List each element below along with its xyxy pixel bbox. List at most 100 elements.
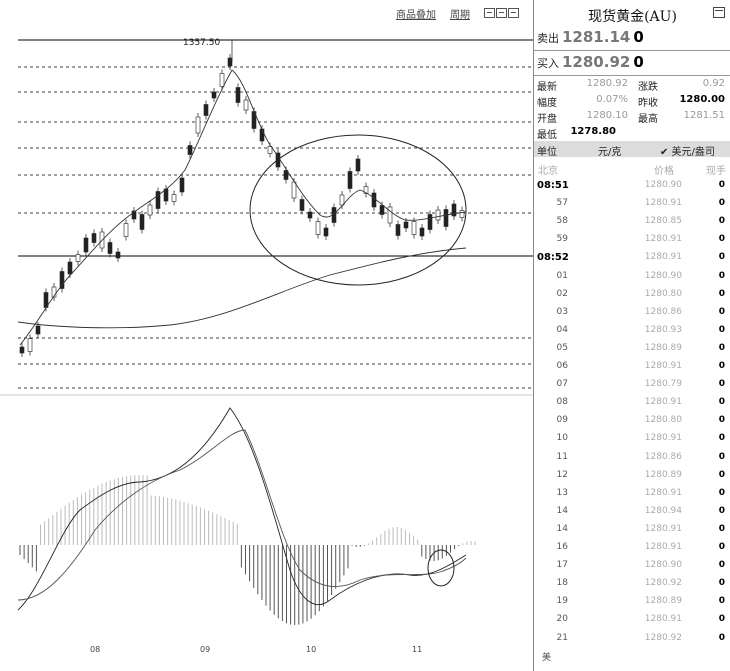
tick-volume: 0 bbox=[718, 180, 725, 190]
low-value: 1278.80 bbox=[570, 126, 616, 137]
candle-body bbox=[171, 194, 177, 202]
col-time-header: 北京 bbox=[538, 166, 558, 177]
tick-price: 1280.91 bbox=[644, 542, 682, 552]
macd-dea-line bbox=[17, 429, 467, 601]
tick-time: 11 bbox=[556, 451, 568, 462]
zoom-in-icon[interactable] bbox=[496, 8, 507, 18]
tick-row: 57 1280.91 0 bbox=[534, 198, 730, 216]
tick-time: 02 bbox=[556, 288, 568, 299]
buy-volume: 0 bbox=[633, 53, 644, 71]
tick-volume: 0 bbox=[718, 324, 725, 335]
candle-body bbox=[339, 194, 345, 206]
panel-toggle-icon[interactable] bbox=[713, 7, 725, 18]
tick-volume: 0 bbox=[718, 216, 725, 227]
tick-volume: 0 bbox=[718, 288, 725, 299]
unit-label: 单位 bbox=[537, 147, 557, 158]
tick-price: 1280.91 bbox=[644, 234, 682, 245]
window-controls bbox=[484, 8, 520, 19]
tick-price: 1280.91 bbox=[644, 614, 682, 625]
tick-volume: 0 bbox=[718, 487, 725, 498]
tick-price: 1280.91 bbox=[644, 252, 682, 263]
change-value: 0.92 bbox=[702, 78, 725, 89]
layout-icon[interactable] bbox=[508, 8, 519, 18]
sell-volume: 0 bbox=[633, 28, 644, 46]
tick-price: 1280.86 bbox=[644, 451, 682, 462]
candle-body bbox=[179, 177, 185, 193]
tick-row: 17 1280.90 0 bbox=[534, 560, 730, 578]
tick-time: 59 bbox=[556, 234, 568, 245]
open-label: 开盘 bbox=[537, 114, 557, 125]
tick-volume: 0 bbox=[718, 469, 725, 480]
divider bbox=[534, 75, 730, 76]
tick-row: 11 1280.86 0 bbox=[534, 452, 730, 470]
candle-body bbox=[35, 325, 41, 335]
unit-bar: 单位 元/克 ✔ 美元/盎司 bbox=[534, 141, 730, 158]
tick-row: 14 1280.94 0 bbox=[534, 506, 730, 524]
tick-row: 18 1280.92 0 bbox=[534, 578, 730, 596]
tick-volume: 0 bbox=[718, 342, 725, 353]
macd-histogram bbox=[19, 475, 476, 625]
zoom-out-icon[interactable] bbox=[484, 8, 495, 18]
candle-body bbox=[19, 346, 25, 354]
tick-time: 19 bbox=[556, 596, 568, 607]
change-label: 涨跌 bbox=[638, 82, 658, 93]
overlay-link[interactable]: 商品叠加 bbox=[396, 10, 436, 21]
tick-price: 1280.91 bbox=[644, 433, 682, 444]
dashed-gridlines bbox=[18, 66, 533, 389]
candle-body bbox=[147, 204, 153, 216]
tick-volume: 0 bbox=[718, 198, 725, 209]
latest-label: 最新 bbox=[537, 82, 557, 93]
tick-volume: 0 bbox=[718, 451, 725, 462]
unit-option-rmb[interactable]: 元/克 bbox=[598, 147, 622, 158]
tick-row: 10 1280.91 0 bbox=[534, 433, 730, 451]
candle-body bbox=[83, 237, 89, 253]
tick-time: 16 bbox=[556, 542, 568, 552]
tick-volume: 0 bbox=[718, 632, 725, 643]
x-label-08: 08 bbox=[90, 645, 100, 654]
tick-price: 1280.94 bbox=[644, 505, 682, 516]
candle-body bbox=[427, 214, 433, 230]
chart-area[interactable]: 商品叠加 周期 1357.50 bbox=[0, 0, 533, 671]
latest-value: 1280.92 bbox=[586, 78, 628, 89]
candle-body bbox=[379, 205, 385, 215]
high-label: 最高 bbox=[638, 114, 658, 125]
candle-body bbox=[235, 87, 241, 103]
tick-row: 12 1280.89 0 bbox=[534, 470, 730, 488]
tick-row: 13 1280.91 0 bbox=[534, 488, 730, 506]
candle-body bbox=[67, 261, 73, 275]
tick-volume: 0 bbox=[718, 415, 725, 426]
candle-body bbox=[115, 251, 121, 259]
candle-body bbox=[451, 203, 457, 217]
tick-row: 09 1280.80 0 bbox=[534, 415, 730, 433]
tick-row: 05 1280.89 0 bbox=[534, 343, 730, 361]
x-label-11: 11 bbox=[412, 645, 422, 654]
tick-row: 08 1280.91 0 bbox=[534, 397, 730, 415]
tick-row: 16 1280.91 0 bbox=[534, 542, 730, 560]
candle-body bbox=[75, 254, 81, 262]
sell-price: 1281.14 bbox=[562, 28, 631, 46]
candlestick-chart[interactable]: 1357.50 08 09 10 11 bbox=[0, 0, 533, 671]
tick-row: 07 1280.79 0 bbox=[534, 379, 730, 397]
candle-body bbox=[387, 206, 393, 224]
tick-volume: 0 bbox=[718, 397, 725, 408]
tick-time: 18 bbox=[556, 578, 568, 589]
open-value: 1280.10 bbox=[586, 110, 628, 121]
tick-price: 1280.90 bbox=[644, 560, 682, 571]
candle-body bbox=[299, 199, 305, 211]
tick-row: 20 1280.91 0 bbox=[534, 614, 730, 632]
candle-body bbox=[187, 145, 193, 155]
tick-volume: 0 bbox=[718, 433, 725, 444]
tick-row: 02 1280.80 0 bbox=[534, 289, 730, 307]
tick-row: 08:52 1280.91 0 bbox=[534, 252, 730, 270]
tick-volume: 0 bbox=[718, 270, 725, 281]
range-value: 0.07% bbox=[596, 94, 628, 105]
candle-body bbox=[291, 181, 297, 199]
tick-time: 14 bbox=[556, 523, 568, 534]
high-value: 1281.51 bbox=[683, 110, 725, 121]
unit-option-usd[interactable]: ✔ 美元/盎司 bbox=[660, 147, 715, 158]
macd-dif-line bbox=[17, 407, 467, 611]
tick-row: 59 1280.91 0 bbox=[534, 234, 730, 252]
period-link[interactable]: 周期 bbox=[450, 10, 470, 21]
candle-body bbox=[259, 128, 265, 142]
prev-close-value: 1280.00 bbox=[679, 94, 725, 105]
